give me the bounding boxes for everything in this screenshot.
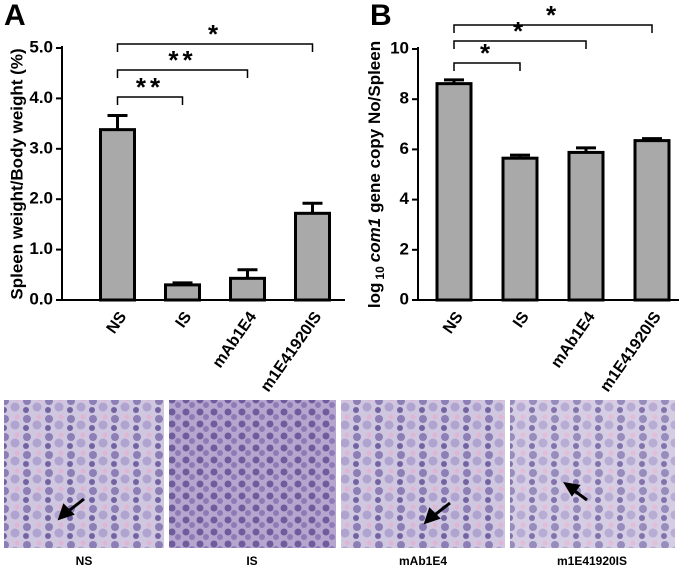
- significance-bracket: [453, 62, 521, 71]
- bar: [435, 82, 473, 302]
- y-tick-label: 2.0: [29, 189, 53, 208]
- panel-label: B: [370, 0, 392, 32]
- significance-label: **: [168, 45, 196, 75]
- x-tick-label: NS: [440, 309, 467, 337]
- significance-label: *: [480, 38, 494, 68]
- y-tick-label: 10: [390, 38, 409, 57]
- significance-bracket: [453, 24, 653, 33]
- image-label: mAb1E4: [399, 554, 447, 568]
- micrograph: [510, 400, 675, 548]
- y-tick-label: 4.0: [29, 88, 53, 107]
- label-part: gene copy No/Spleen: [365, 41, 384, 213]
- arrows: [57, 481, 588, 525]
- y-tick-label: 4: [400, 189, 410, 208]
- label-part: log: [365, 283, 384, 309]
- significance-bracket: [453, 40, 587, 49]
- micrograph: [341, 400, 505, 548]
- y-axis-label: log 10 com1 gene copy No/Spleen: [365, 41, 387, 308]
- bar: [99, 128, 136, 302]
- micrograph: [4, 400, 164, 548]
- micrographs: [4, 400, 675, 548]
- image-label: NS: [76, 554, 93, 568]
- x-tick-label: mAb1E4: [210, 309, 261, 371]
- x-tick-label: IS: [510, 309, 533, 331]
- y-tick-label: 8: [400, 89, 409, 108]
- significance-bracket: [116, 43, 314, 52]
- significance-label: *: [513, 16, 527, 46]
- y-tick-label: 1.0: [29, 239, 53, 258]
- bar: [229, 276, 266, 302]
- label-italic: com1: [365, 218, 384, 262]
- panel-label: A: [4, 0, 26, 32]
- significance-label: *: [208, 19, 222, 49]
- y-tick-label: 2: [400, 239, 409, 258]
- significance-bracket: [116, 69, 249, 78]
- bar: [633, 139, 671, 302]
- x-tick-label: IS: [173, 309, 196, 331]
- significance-bracket: [116, 96, 184, 105]
- label-sub: 10: [373, 266, 387, 280]
- x-tick-label: NS: [104, 309, 131, 337]
- y-tick-label: 5.0: [29, 37, 53, 56]
- significance-label: **: [136, 72, 164, 102]
- x-tick-label: m1E41920IS: [258, 309, 326, 396]
- bar: [294, 211, 331, 302]
- significance-label: *: [546, 0, 560, 30]
- x-tick-label: mAb1E4: [548, 309, 599, 371]
- image-label: IS: [246, 554, 257, 568]
- y-tick-label: 0.0: [29, 289, 53, 308]
- x-tick-label: m1E41920IS: [597, 309, 665, 396]
- y-axis-label: Spleen weight/Body weight (%): [7, 48, 26, 299]
- image-label: m1E41920IS: [557, 554, 627, 568]
- micrograph: [169, 400, 336, 548]
- bar: [501, 156, 539, 302]
- bar: [567, 150, 605, 302]
- bar: [164, 283, 201, 302]
- y-tick-label: 3.0: [29, 138, 53, 157]
- y-tick-label: 6: [400, 139, 409, 158]
- y-tick-label: 0: [400, 289, 409, 308]
